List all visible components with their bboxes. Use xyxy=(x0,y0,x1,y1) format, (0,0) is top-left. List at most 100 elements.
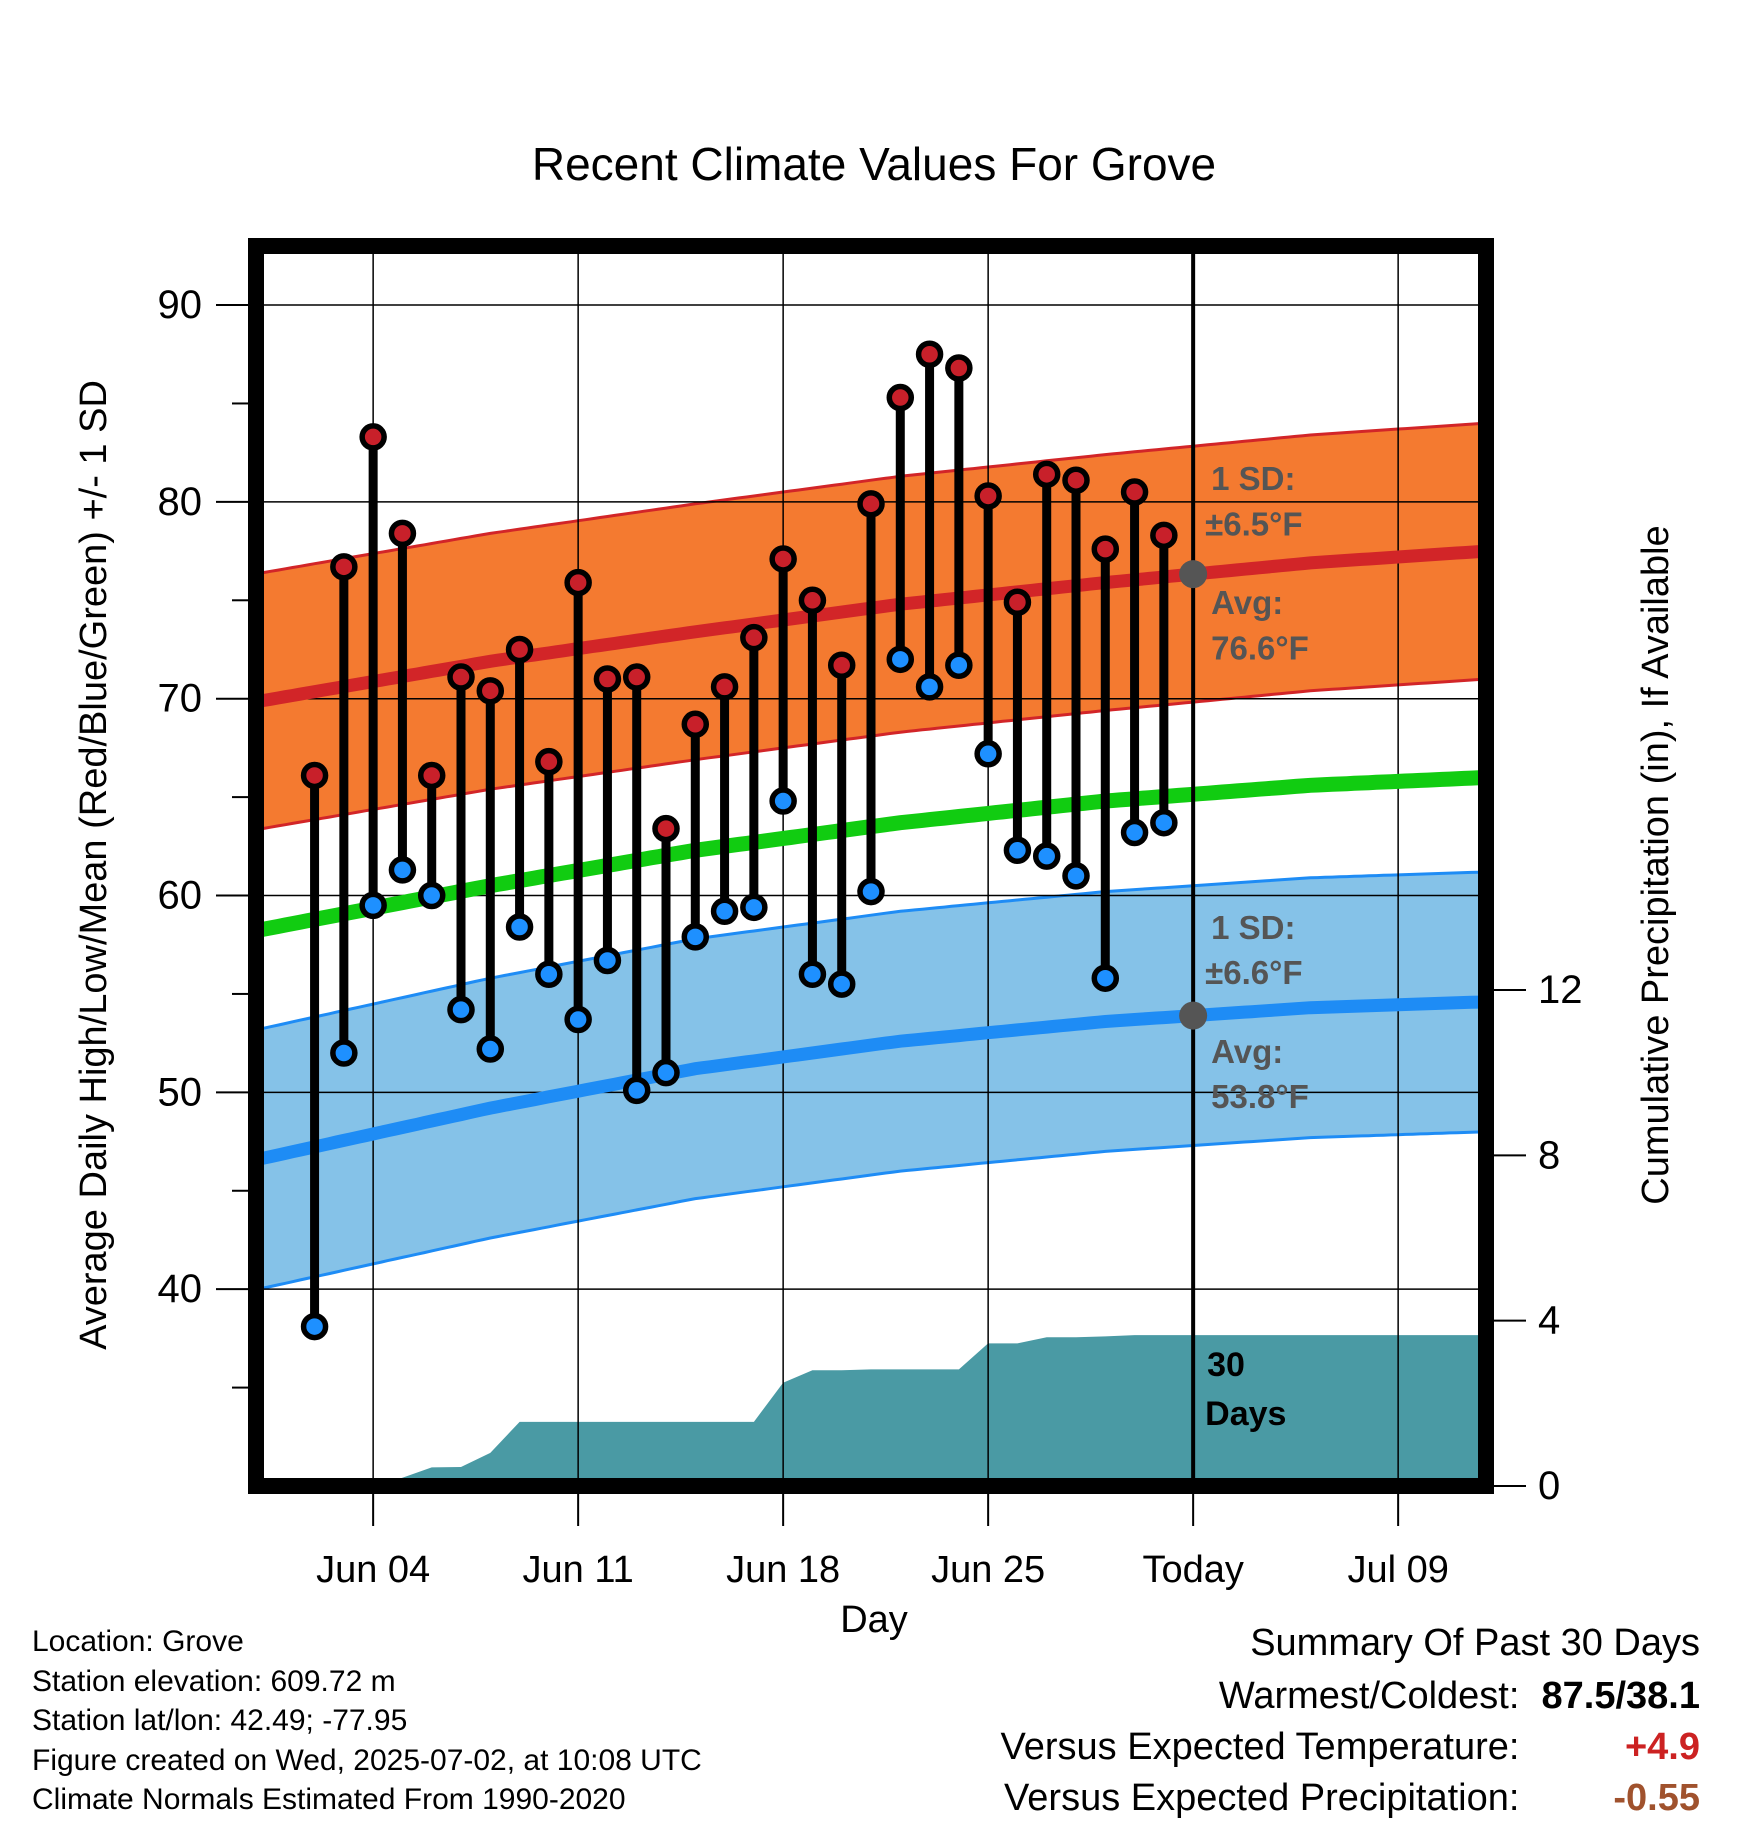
high-temp-point xyxy=(827,651,856,679)
y-axis-label: Average Daily High/Low/Mean (Red/Blue/Gr… xyxy=(73,380,115,1350)
low-temp-point xyxy=(593,946,622,975)
low-temp-point xyxy=(857,877,885,906)
high-temp-point xyxy=(1032,460,1061,489)
low-temp-point xyxy=(740,893,768,922)
low-temp-point xyxy=(359,891,387,920)
x-tick-label: Jul 09 xyxy=(1347,1549,1448,1591)
station-info: Location: Grove Station elevation: 609.7… xyxy=(32,1622,702,1820)
high-temp-point xyxy=(1003,588,1032,617)
low-avg-value: 53.8°F xyxy=(1211,1078,1309,1115)
low-temp-point xyxy=(1032,842,1061,870)
temp-label: Versus Expected Temperature: xyxy=(1000,1726,1520,1768)
precip-value: -0.55 xyxy=(1613,1777,1700,1819)
x-tick-label: Jun 25 xyxy=(931,1549,1045,1591)
y-tick-label: 40 xyxy=(158,1267,203,1311)
high-avg-value: 76.6°F xyxy=(1211,629,1309,666)
x-tick-label: Jun 04 xyxy=(316,1549,430,1591)
y-tick-label: 80 xyxy=(158,480,203,524)
low-temp-point xyxy=(1091,964,1120,992)
window-label-text: Days xyxy=(1205,1395,1286,1433)
low-temp-point xyxy=(1003,836,1032,865)
high-temp-point xyxy=(945,354,973,382)
low-temp-point xyxy=(505,913,534,941)
high-temp-point xyxy=(652,814,680,843)
plot-frame xyxy=(248,238,1494,1494)
high-temp-point xyxy=(1150,521,1178,550)
high-temp-point xyxy=(798,586,827,615)
warm-cold-label: Warmest/Coldest: xyxy=(1218,1675,1520,1717)
high-temp-point xyxy=(535,747,563,776)
low-temp-point xyxy=(564,1005,592,1034)
high-avg-label: Avg: xyxy=(1211,584,1283,621)
low-sd-label: 1 SD: xyxy=(1211,909,1295,946)
high-temp-point xyxy=(330,553,358,581)
latlon-text: Station lat/lon: 42.49; -77.95 xyxy=(32,1704,408,1737)
high-temp-point xyxy=(564,568,592,597)
high-temp-point xyxy=(300,761,329,790)
low-temp-point xyxy=(1062,862,1090,890)
low-temp-point xyxy=(535,960,563,989)
location-text: Location: Grove xyxy=(32,1625,244,1658)
high-temp-point xyxy=(1091,535,1120,563)
high-temp-point xyxy=(1062,466,1090,494)
summary-panel: Summary Of Past 30 Days Warmest/Coldest:… xyxy=(1001,1618,1700,1824)
high-temp-point xyxy=(974,482,1002,510)
low-temp-point xyxy=(388,856,417,884)
low-sd-band xyxy=(256,871,1486,1290)
plot-layer: 1 SD: ±6.5°F Avg: 76.6°F 1 SD: ±6.6°F Avg: 53.8… xyxy=(158,238,1583,1591)
low-temp-point xyxy=(330,1039,358,1067)
window-label-number: 30 xyxy=(1207,1346,1245,1384)
high-temp-point xyxy=(915,340,944,369)
high-temp-point xyxy=(359,423,387,451)
low-avg-label: Avg: xyxy=(1211,1033,1283,1070)
x-tick-label: Jun 11 xyxy=(523,1549,634,1591)
low-temp-point xyxy=(769,787,797,815)
y-tick-label: 90 xyxy=(158,283,203,327)
high-band-upper-edge xyxy=(256,421,1486,576)
precip-area xyxy=(343,1335,1486,1486)
temp-value: +4.9 xyxy=(1624,1726,1700,1768)
precip-row: Versus Expected Precipitation: -0.55 xyxy=(1001,1773,1700,1824)
high-temp-point xyxy=(769,545,797,573)
high-temp-point xyxy=(388,519,417,548)
high-temp-point xyxy=(710,673,739,701)
warm-cold-value: 87.5/38.1 xyxy=(1541,1675,1700,1717)
y-tick-label: 50 xyxy=(158,1070,203,1114)
avg-low-line xyxy=(256,995,1486,1167)
summary-heading: Summary Of Past 30 Days xyxy=(1250,1622,1700,1664)
high-temp-point xyxy=(857,490,885,518)
high-temp-point xyxy=(740,623,768,652)
high-temp-point xyxy=(593,665,622,693)
low-temp-point xyxy=(622,1076,651,1105)
high-temp-point xyxy=(1120,478,1149,506)
low-temp-point xyxy=(652,1058,680,1087)
y2-tick-label: 4 xyxy=(1538,1299,1560,1343)
high-temp-point xyxy=(886,383,915,412)
low-temp-point xyxy=(798,960,827,989)
elevation-text: Station elevation: 609.72 m xyxy=(32,1664,396,1698)
x-tick-label: Today xyxy=(1142,1549,1243,1591)
high-sd-value: ±6.5°F xyxy=(1205,505,1302,542)
precip-label: Versus Expected Precipitation: xyxy=(1004,1777,1520,1819)
low-sd-value: ±6.6°F xyxy=(1205,954,1302,991)
y2-tick-label: 8 xyxy=(1538,1133,1560,1177)
low-temp-point xyxy=(886,645,915,674)
y2-tick-label: 0 xyxy=(1538,1464,1560,1508)
y-tick-label: 60 xyxy=(158,874,203,918)
low-temp-point xyxy=(681,923,710,951)
low-temp-point xyxy=(710,897,739,926)
low-temp-point xyxy=(945,651,973,679)
high-temp-point xyxy=(417,761,446,790)
low-temp-point xyxy=(417,881,446,910)
low-band-lower-edge xyxy=(256,1130,1486,1292)
chart-title: Recent Climate Values For Grove xyxy=(532,138,1216,190)
y2-axis-label: Cumulative Precipitation (in), If Availa… xyxy=(1635,525,1677,1204)
today-avg-low-marker xyxy=(1179,1001,1208,1030)
low-temp-point xyxy=(827,970,856,998)
low-temp-point xyxy=(300,1312,329,1341)
today-avg-high-marker xyxy=(1179,560,1208,589)
x-tick-label: Jun 18 xyxy=(726,1549,840,1591)
y2-tick-label: 12 xyxy=(1538,968,1583,1012)
high-temp-point xyxy=(476,677,505,705)
